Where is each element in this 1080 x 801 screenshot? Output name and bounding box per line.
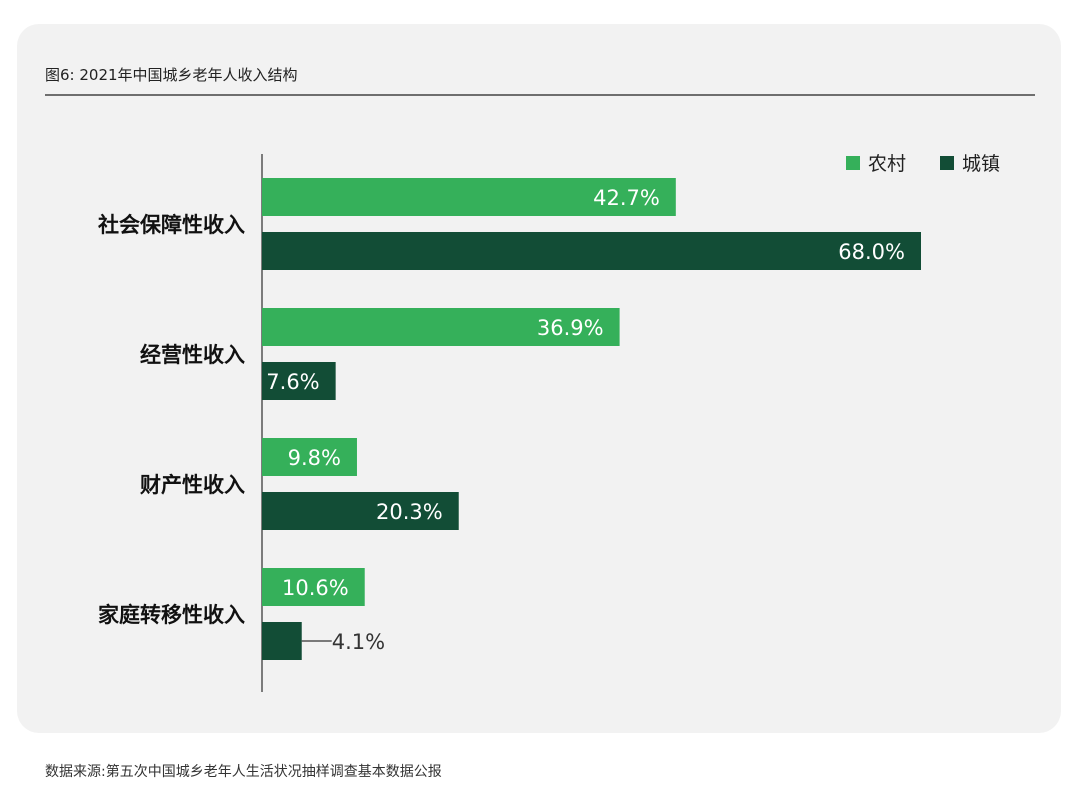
chart-card xyxy=(17,24,1061,733)
data-label: 9.8% xyxy=(288,446,341,470)
title-divider xyxy=(45,94,1035,96)
bar-urban xyxy=(262,622,302,660)
data-label: 10.6% xyxy=(282,576,349,600)
category-label: 经营性收入 xyxy=(140,343,245,367)
bar-urban xyxy=(262,362,336,400)
category-label: 家庭转移性收入 xyxy=(98,603,245,627)
category-label: 财产性收入 xyxy=(140,473,245,497)
bar-rural xyxy=(262,308,620,346)
data-label: 36.9% xyxy=(537,316,604,340)
data-label: 68.0% xyxy=(838,240,905,264)
bar-urban xyxy=(262,232,921,270)
data-label: 20.3% xyxy=(376,500,443,524)
legend-rural-swatch xyxy=(846,156,860,170)
data-label: 4.1% xyxy=(332,630,385,654)
data-label: 42.7% xyxy=(593,186,660,210)
bar-rural xyxy=(262,178,676,216)
data-label: 7.6% xyxy=(266,370,319,394)
category-label: 社会保障性收入 xyxy=(97,213,245,237)
bar-rural xyxy=(262,438,357,476)
source-note: 数据来源:第五次中国城乡老年人生活状况抽样调查基本数据公报 xyxy=(45,764,442,780)
bar-rural xyxy=(262,568,365,606)
legend-urban-label: 城镇 xyxy=(962,153,1000,175)
legend-rural-label: 农村 xyxy=(868,153,906,175)
bar-urban xyxy=(262,492,459,530)
legend-urban-swatch xyxy=(940,156,954,170)
figure-title: 图6: 2021年中国城乡老年人收入结构 xyxy=(45,66,298,84)
